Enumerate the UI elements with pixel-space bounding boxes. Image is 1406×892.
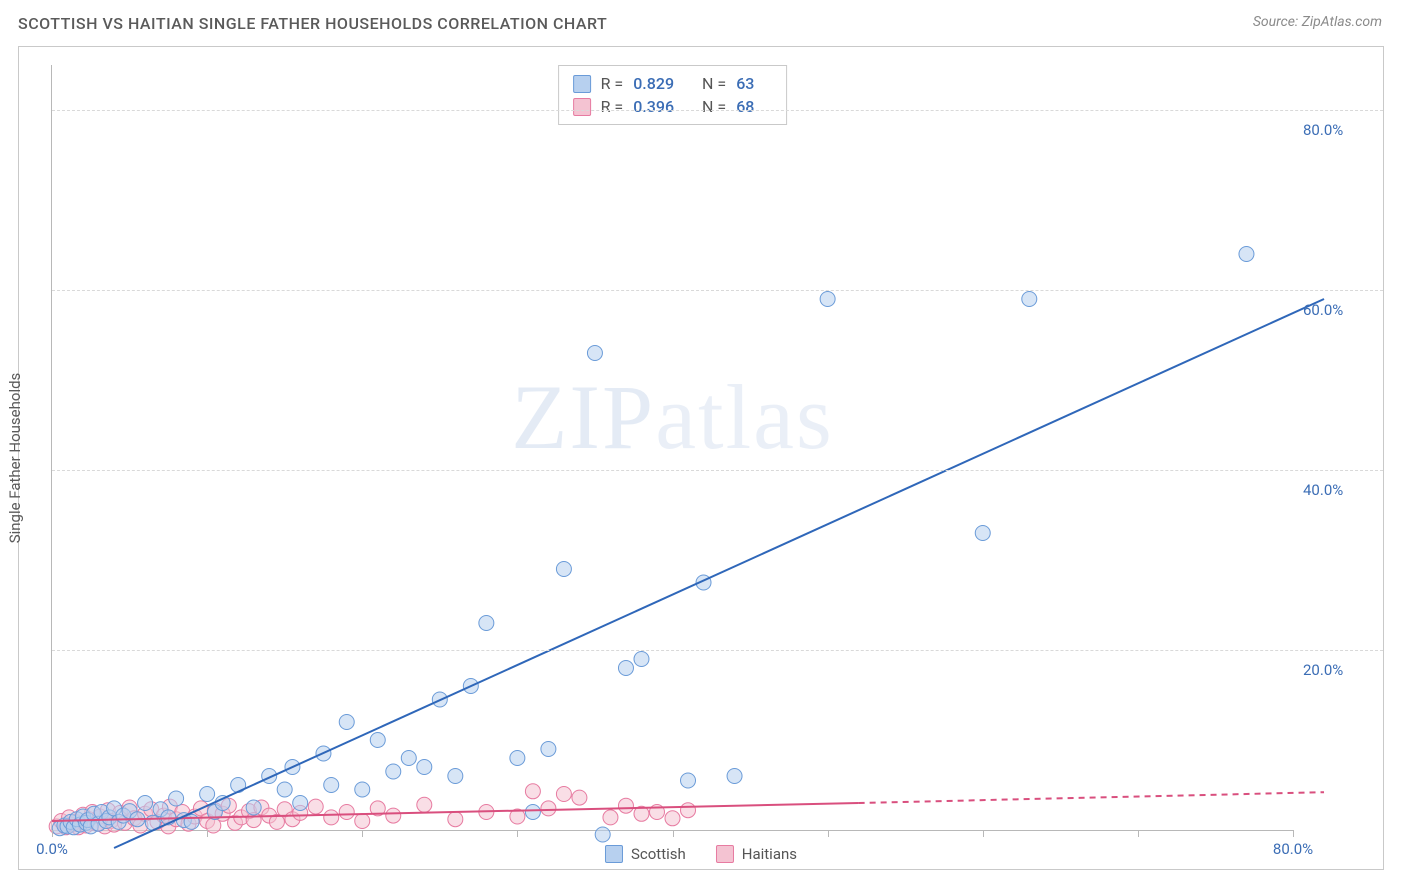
n-value-series1: 63 bbox=[736, 74, 754, 93]
data-point bbox=[681, 773, 696, 788]
data-point bbox=[634, 652, 649, 667]
plot-area: ZIPatlas R = 0.829 N = 63 R = 0.396 N = … bbox=[51, 65, 1293, 831]
trend-line bbox=[859, 792, 1324, 803]
swatch-series1 bbox=[573, 75, 591, 93]
data-point bbox=[308, 799, 323, 814]
r-value-series2: 0.396 bbox=[633, 97, 674, 116]
data-point bbox=[339, 805, 354, 820]
data-point bbox=[541, 801, 556, 816]
y-tick-label: 80.0% bbox=[1303, 121, 1373, 139]
source-label: Source: bbox=[1253, 14, 1302, 30]
x-tick bbox=[517, 830, 518, 837]
data-point bbox=[525, 784, 540, 799]
data-point bbox=[293, 796, 308, 811]
data-point bbox=[681, 803, 696, 818]
data-point bbox=[572, 790, 587, 805]
data-point bbox=[339, 715, 354, 730]
data-point bbox=[603, 810, 618, 825]
legend-item-series1: Scottish bbox=[605, 845, 686, 863]
y-axis-label: Single Father Households bbox=[6, 373, 24, 544]
x-tick bbox=[1293, 830, 1294, 837]
data-point bbox=[277, 782, 292, 797]
x-tick bbox=[983, 830, 984, 837]
data-point bbox=[324, 810, 339, 825]
n-value-series2: 68 bbox=[736, 97, 754, 116]
x-tick-label: 80.0% bbox=[1273, 840, 1313, 858]
bottom-legend: Scottish Haitians bbox=[605, 845, 797, 863]
stats-legend-box: R = 0.829 N = 63 R = 0.396 N = 68 bbox=[558, 65, 788, 125]
data-point bbox=[556, 562, 571, 577]
x-tick bbox=[1138, 830, 1139, 837]
r-label: R = bbox=[601, 97, 624, 116]
x-tick bbox=[207, 830, 208, 837]
data-point bbox=[355, 782, 370, 797]
data-point bbox=[975, 526, 990, 541]
legend-label-series2: Haitians bbox=[742, 845, 797, 863]
y-tick-label: 60.0% bbox=[1303, 301, 1373, 319]
data-point bbox=[1239, 247, 1254, 262]
data-point bbox=[448, 812, 463, 827]
source-attribution: Source: ZipAtlas.com bbox=[1253, 14, 1382, 30]
data-point bbox=[1022, 292, 1037, 307]
n-label: N = bbox=[702, 74, 726, 93]
data-point bbox=[417, 760, 432, 775]
data-point bbox=[510, 751, 525, 766]
legend-label-series1: Scottish bbox=[631, 845, 686, 863]
data-point bbox=[448, 769, 463, 784]
r-label: R = bbox=[601, 74, 624, 93]
x-tick-label: 0.0% bbox=[36, 840, 68, 858]
data-point bbox=[618, 798, 633, 813]
y-tick-label: 20.0% bbox=[1303, 661, 1373, 679]
chart-title: SCOTTISH VS HAITIAN SINGLE FATHER HOUSEH… bbox=[18, 14, 607, 33]
data-point bbox=[556, 787, 571, 802]
data-point bbox=[370, 733, 385, 748]
trend-line bbox=[114, 299, 1324, 848]
data-point bbox=[169, 791, 184, 806]
legend-swatch-series1 bbox=[605, 845, 623, 863]
data-point bbox=[618, 661, 633, 676]
data-point bbox=[401, 751, 416, 766]
data-point bbox=[820, 292, 835, 307]
data-point bbox=[184, 814, 199, 829]
legend-swatch-series2 bbox=[716, 845, 734, 863]
stats-row-series2: R = 0.396 N = 68 bbox=[573, 95, 773, 118]
data-point bbox=[665, 811, 680, 826]
legend-item-series2: Haitians bbox=[716, 845, 797, 863]
x-tick bbox=[673, 830, 674, 837]
data-point bbox=[324, 778, 339, 793]
data-point bbox=[355, 814, 370, 829]
data-point bbox=[587, 346, 602, 361]
gridline bbox=[52, 110, 1383, 111]
x-tick bbox=[362, 830, 363, 837]
data-point bbox=[525, 805, 540, 820]
data-point bbox=[417, 797, 432, 812]
gridline bbox=[52, 650, 1383, 651]
x-tick bbox=[52, 830, 53, 837]
n-label: N = bbox=[702, 97, 726, 116]
data-point bbox=[386, 764, 401, 779]
data-point bbox=[200, 787, 215, 802]
data-point bbox=[595, 827, 610, 842]
data-point bbox=[541, 742, 556, 757]
source-value: ZipAtlas.com bbox=[1302, 14, 1382, 30]
gridline bbox=[52, 290, 1383, 291]
r-value-series1: 0.829 bbox=[633, 74, 674, 93]
chart-container: Single Father Households ZIPatlas R = 0.… bbox=[18, 46, 1384, 870]
data-point bbox=[138, 796, 153, 811]
scatter-svg bbox=[52, 65, 1293, 830]
data-point bbox=[386, 808, 401, 823]
stats-row-series1: R = 0.829 N = 63 bbox=[573, 72, 773, 95]
data-point bbox=[246, 800, 261, 815]
x-tick bbox=[828, 830, 829, 837]
y-tick-label: 40.0% bbox=[1303, 481, 1373, 499]
data-point bbox=[479, 616, 494, 631]
swatch-series2 bbox=[573, 98, 591, 116]
data-point bbox=[727, 769, 742, 784]
gridline bbox=[52, 470, 1383, 471]
